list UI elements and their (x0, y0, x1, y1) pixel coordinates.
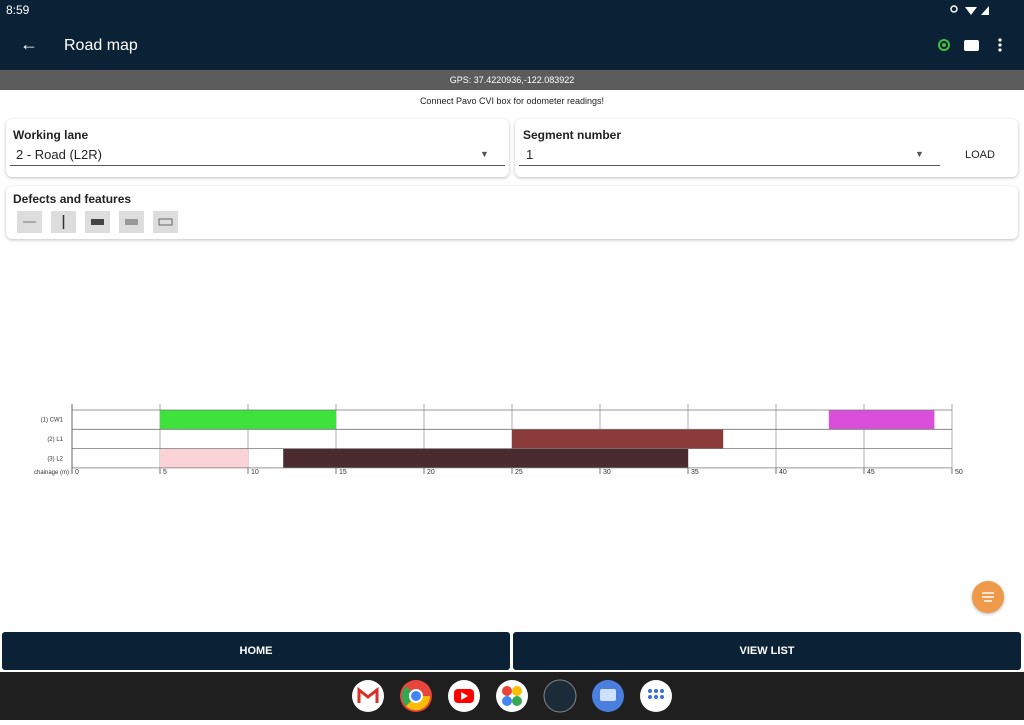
segment-select[interactable]: 1 (526, 147, 534, 162)
tool-button[interactable] (153, 211, 178, 233)
section-label: Defects and features (13, 192, 132, 206)
dropdown-arrow: ▼ (480, 149, 489, 159)
x-tick-label: 25 (515, 469, 523, 476)
x-tick-label: 20 (427, 469, 435, 476)
home-button[interactable]: HOME (2, 632, 510, 670)
dropdown-arrow: ▼ (915, 149, 924, 159)
x-tick-label: 45 (867, 469, 875, 476)
x-tick-label: 5 (163, 469, 167, 476)
x-tick-label: 50 (955, 469, 963, 476)
load-button[interactable]: LOAD (965, 149, 995, 161)
defects-card: Defects and features (6, 186, 1018, 239)
fab-button[interactable] (972, 581, 1004, 613)
defect-tools (17, 211, 178, 233)
segment-card: Segment number 1 ▼ LOAD (515, 119, 1018, 177)
underline (519, 165, 940, 166)
row-label: (2) L1 (47, 437, 63, 443)
status-time: 8:59 (6, 3, 30, 17)
x-tick-label: 10 (251, 469, 259, 476)
view-list-button[interactable]: VIEW LIST (513, 632, 1021, 670)
range-bar (828, 410, 935, 430)
status-icons (950, 5, 989, 15)
location-icon[interactable] (938, 39, 950, 51)
navigation-bar (0, 672, 1024, 720)
menu-icon[interactable] (998, 38, 1002, 42)
toolbar-icons (938, 38, 1002, 52)
range-bar (160, 410, 336, 430)
gps-bar: GPS: 37.4220936,-122.083922 (0, 70, 1024, 90)
x-tick-label: 40 (779, 469, 787, 476)
road-map-chart: (1) CW1 (2) L1 (3) L2 chainage (m) 0 5 10 15 20 2… (34, 404, 963, 476)
working-lane-select[interactable]: 2 - Road (L2R) (16, 147, 102, 162)
x-tick-label: 15 (339, 469, 347, 476)
notice: Connect Pavo CVI box for odometer readin… (419, 96, 605, 106)
app-icon[interactable] (543, 679, 577, 713)
underline (10, 165, 505, 166)
back-button[interactable]: ← (20, 34, 38, 54)
field-label: Segment number (523, 128, 622, 142)
range-bar (512, 429, 724, 449)
dock (352, 679, 672, 713)
x-axis-label: chainage (m) (34, 470, 69, 476)
x-tick-label: 35 (691, 469, 699, 476)
app-header (0, 0, 1024, 70)
field-label: Working lane (13, 128, 89, 142)
range-bar (283, 448, 688, 468)
app-icon[interactable] (496, 680, 528, 712)
range-bar (160, 448, 248, 468)
x-tick-label: 0 (75, 469, 79, 476)
device-icon[interactable] (964, 40, 979, 51)
x-tick-label: 30 (603, 469, 611, 476)
working-lane-card: Working lane 2 - Road (L2R) ▼ (6, 119, 509, 177)
app-title: Road map (64, 37, 138, 54)
row-label: (1) CW1 (41, 418, 64, 424)
row-label: (3) L2 (47, 456, 63, 462)
